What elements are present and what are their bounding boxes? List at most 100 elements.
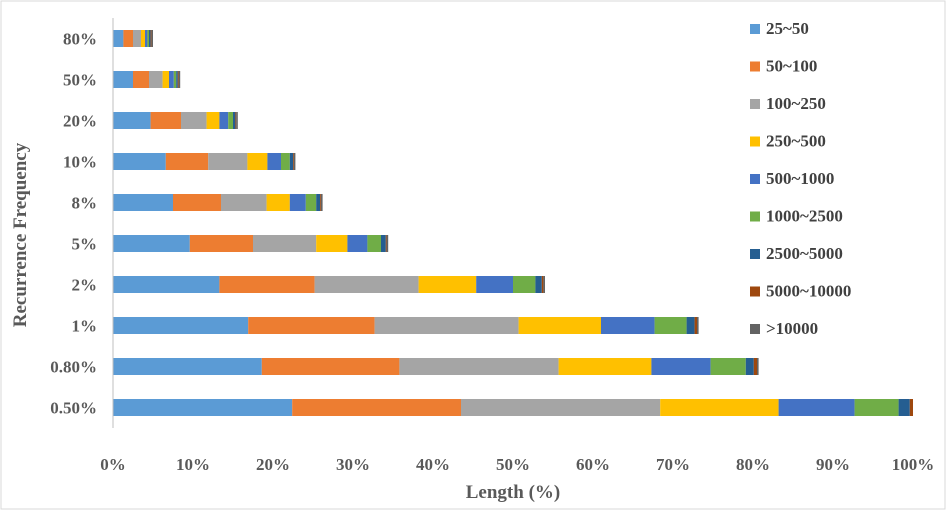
bar-segment <box>697 317 699 334</box>
y-tick-label: 80% <box>63 30 97 49</box>
bar-segment <box>113 358 262 375</box>
bar-segment <box>541 276 544 293</box>
legend-label: 100~250 <box>766 94 826 113</box>
bar-segment <box>418 276 477 293</box>
bar-segment <box>710 358 746 375</box>
bar-segment <box>181 112 207 129</box>
bar-segment <box>601 317 655 334</box>
bar-segment <box>113 276 220 293</box>
bar-segment <box>236 112 238 129</box>
legend-swatch <box>750 249 760 259</box>
bar-segment <box>176 71 178 88</box>
y-tick-label: 8% <box>72 194 98 213</box>
bar-segment <box>778 399 855 416</box>
legend-swatch <box>750 174 760 184</box>
bar-segment <box>150 112 181 129</box>
bar-segment <box>208 153 248 170</box>
legend-label: 5000~10000 <box>766 282 851 301</box>
bar-segment <box>113 112 151 129</box>
bar-segment <box>374 317 519 334</box>
bar-segment <box>292 399 461 416</box>
bar-segment <box>219 276 315 293</box>
y-tick-label: 0.50% <box>50 399 97 418</box>
y-tick-label: 20% <box>63 112 97 131</box>
x-tick-label: 90% <box>816 455 850 474</box>
bar-segment <box>753 358 757 375</box>
bar-segment <box>399 358 559 375</box>
y-axis-title: Recurrence Frequency <box>10 142 31 327</box>
bar-segment <box>289 194 306 211</box>
bar-segment <box>133 30 141 47</box>
bar-segment <box>133 71 149 88</box>
bar-segment <box>386 235 389 252</box>
legend-swatch <box>750 211 760 222</box>
legend-label: 1000~2500 <box>766 207 843 226</box>
bar-segment <box>535 276 542 293</box>
x-tick-label: 80% <box>736 455 770 474</box>
bar-segment <box>151 30 153 47</box>
bar-segment <box>854 399 899 416</box>
bar-segment <box>113 399 293 416</box>
bar-segment <box>316 235 348 252</box>
bar-segment <box>289 153 293 170</box>
bar-segment <box>293 153 296 170</box>
bar-segment <box>173 71 177 88</box>
bar-segment <box>113 235 190 252</box>
bar-segment <box>281 153 290 170</box>
bar-segment <box>221 194 267 211</box>
x-tick-labels: 0% 10% 20% 30% 40% 50% 60% 70% 80% 90% 100% <box>100 455 934 474</box>
bar-segment <box>113 194 173 211</box>
y-tick-label: 2% <box>72 276 98 295</box>
bar-segment <box>314 276 419 293</box>
bar-segment <box>149 30 151 47</box>
bar-segment <box>247 153 268 170</box>
x-tick-label: 60% <box>576 455 610 474</box>
bar-segment <box>381 235 386 252</box>
bar-segment <box>189 235 253 252</box>
bar-segment <box>543 276 545 293</box>
bar-segment <box>248 317 375 334</box>
bar-segment <box>461 399 661 416</box>
bar-segment <box>305 194 317 211</box>
y-tick-label: 0.80% <box>50 358 97 377</box>
legend-label: 50~100 <box>766 57 817 76</box>
bar-segment <box>320 194 321 211</box>
bar-segment <box>267 153 281 170</box>
x-axis-title: Length (%) <box>466 482 560 503</box>
bar-segment <box>909 399 913 416</box>
legend-label: 25~50 <box>766 19 809 38</box>
legend-label: 2500~5000 <box>766 244 843 263</box>
legend-swatch <box>750 99 760 109</box>
bar-segment <box>476 276 513 293</box>
bar-segment <box>316 194 321 211</box>
bar-segment <box>253 235 317 252</box>
x-tick-label: 100% <box>892 455 935 474</box>
bar-segment <box>686 317 695 334</box>
legend-swatch <box>750 24 760 34</box>
bar-segment <box>321 194 323 211</box>
bar-segment <box>261 358 400 375</box>
x-tick-label: 50% <box>496 455 530 474</box>
bar-segment <box>293 153 294 170</box>
bar-segment <box>113 317 249 334</box>
bar-segment <box>149 71 163 88</box>
bar-segment <box>898 399 910 416</box>
x-tick-label: 30% <box>336 455 370 474</box>
y-tick-label: 10% <box>63 153 97 172</box>
bar-segment <box>385 235 387 252</box>
bar-segment <box>113 30 124 47</box>
bar-segment <box>150 30 152 47</box>
legend-swatch <box>750 136 760 147</box>
x-tick-label: 40% <box>416 455 450 474</box>
bar-segment <box>219 112 229 129</box>
x-tick-label: 10% <box>176 455 210 474</box>
bar-segment <box>660 399 779 416</box>
bar-segment <box>113 71 133 88</box>
bar-segment <box>162 71 169 88</box>
bar-segment <box>228 112 233 129</box>
bar-segment <box>147 30 149 47</box>
bar-segment <box>266 194 290 211</box>
bar-segment <box>177 71 179 88</box>
legend-swatch <box>750 61 760 72</box>
